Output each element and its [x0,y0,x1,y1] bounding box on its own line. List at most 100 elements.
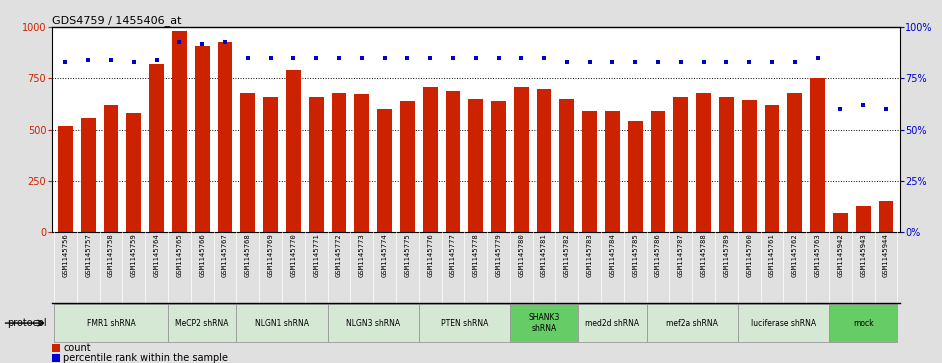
Point [399,55,414,61]
Bar [195,46,210,232]
Point [126,59,141,65]
Point [58,59,73,65]
Point [605,59,620,65]
Point [218,39,233,45]
Bar [582,111,597,232]
Bar [605,111,620,232]
Bar [328,304,419,342]
Point [627,59,642,65]
Point [81,57,96,63]
Bar [168,304,236,342]
Bar [855,206,870,232]
Text: SHANK3
shRNA: SHANK3 shRNA [528,313,560,333]
Text: percentile rank within the sample: percentile rank within the sample [63,353,228,363]
Text: GSM1145785: GSM1145785 [632,234,639,277]
Text: GSM1145786: GSM1145786 [655,234,661,277]
Text: GSM1145756: GSM1145756 [62,234,69,277]
Bar [446,91,461,232]
Text: GSM1145762: GSM1145762 [792,234,798,277]
Bar [696,93,711,232]
Bar [263,97,278,232]
Text: GSM1145789: GSM1145789 [723,234,729,277]
Bar [58,126,73,232]
Bar [468,99,483,232]
Bar [738,304,829,342]
Text: GSM1145778: GSM1145778 [473,234,479,277]
Text: med2d shRNA: med2d shRNA [585,319,640,327]
Text: GSM1145770: GSM1145770 [290,234,297,277]
Bar [52,354,60,362]
Point [674,59,689,65]
Text: GSM1145774: GSM1145774 [382,234,387,277]
Bar [240,93,255,232]
Text: luciferase shRNA: luciferase shRNA [751,319,816,327]
Bar [514,87,528,232]
Text: GSM1145779: GSM1145779 [495,234,501,277]
Text: GSM1145764: GSM1145764 [154,234,159,277]
Point [513,55,528,61]
Text: mock: mock [853,319,873,327]
Point [696,59,711,65]
Text: GSM1145757: GSM1145757 [86,234,91,277]
Text: GSM1145767: GSM1145767 [222,234,228,277]
Bar [646,304,738,342]
Point [651,59,666,65]
Text: GSM1145783: GSM1145783 [587,234,593,277]
Point [719,59,734,65]
Text: GSM1145772: GSM1145772 [336,234,342,277]
Bar [309,97,324,232]
Point [765,59,780,65]
Bar [578,304,646,342]
Point [855,102,870,108]
Bar [788,93,803,232]
Text: GSM1145788: GSM1145788 [701,234,706,277]
Point [195,41,210,46]
Point [741,59,756,65]
Bar [491,101,506,232]
Text: GSM1145760: GSM1145760 [746,234,753,277]
Text: GSM1145773: GSM1145773 [359,234,365,277]
Text: GSM1145766: GSM1145766 [199,234,205,277]
Text: FMR1 shRNA: FMR1 shRNA [87,319,136,327]
Text: GSM1145758: GSM1145758 [108,234,114,277]
Bar [674,97,689,232]
Bar [354,94,369,232]
Text: GSM1145942: GSM1145942 [837,234,843,277]
Text: GSM1145765: GSM1145765 [176,234,183,277]
Bar [81,118,96,232]
Bar [332,93,347,232]
Point [309,55,324,61]
Text: count: count [63,343,90,353]
Bar [149,64,164,232]
Bar [236,304,328,342]
Bar [879,200,893,232]
Point [491,55,506,61]
Point [149,57,164,63]
Point [171,39,187,45]
Point [104,57,119,63]
Text: PTEN shRNA: PTEN shRNA [441,319,488,327]
Bar [560,99,575,232]
Text: mef2a shRNA: mef2a shRNA [666,319,718,327]
Point [833,106,848,112]
Bar [833,213,848,232]
Point [560,59,575,65]
Bar [651,111,665,232]
Bar [54,304,168,342]
Bar [104,105,119,232]
Bar [377,109,392,232]
Bar [510,304,578,342]
Point [240,55,255,61]
Text: GSM1145768: GSM1145768 [245,234,251,277]
Text: GSM1145780: GSM1145780 [518,234,525,277]
Bar [741,100,756,232]
Bar [627,121,642,232]
Bar [423,87,437,232]
Text: GSM1145771: GSM1145771 [313,234,319,277]
Text: GSM1145775: GSM1145775 [404,234,411,277]
Bar [126,113,141,232]
Bar [52,344,60,352]
Bar [218,42,233,232]
Point [582,59,597,65]
Text: NLGN3 shRNA: NLGN3 shRNA [346,319,400,327]
